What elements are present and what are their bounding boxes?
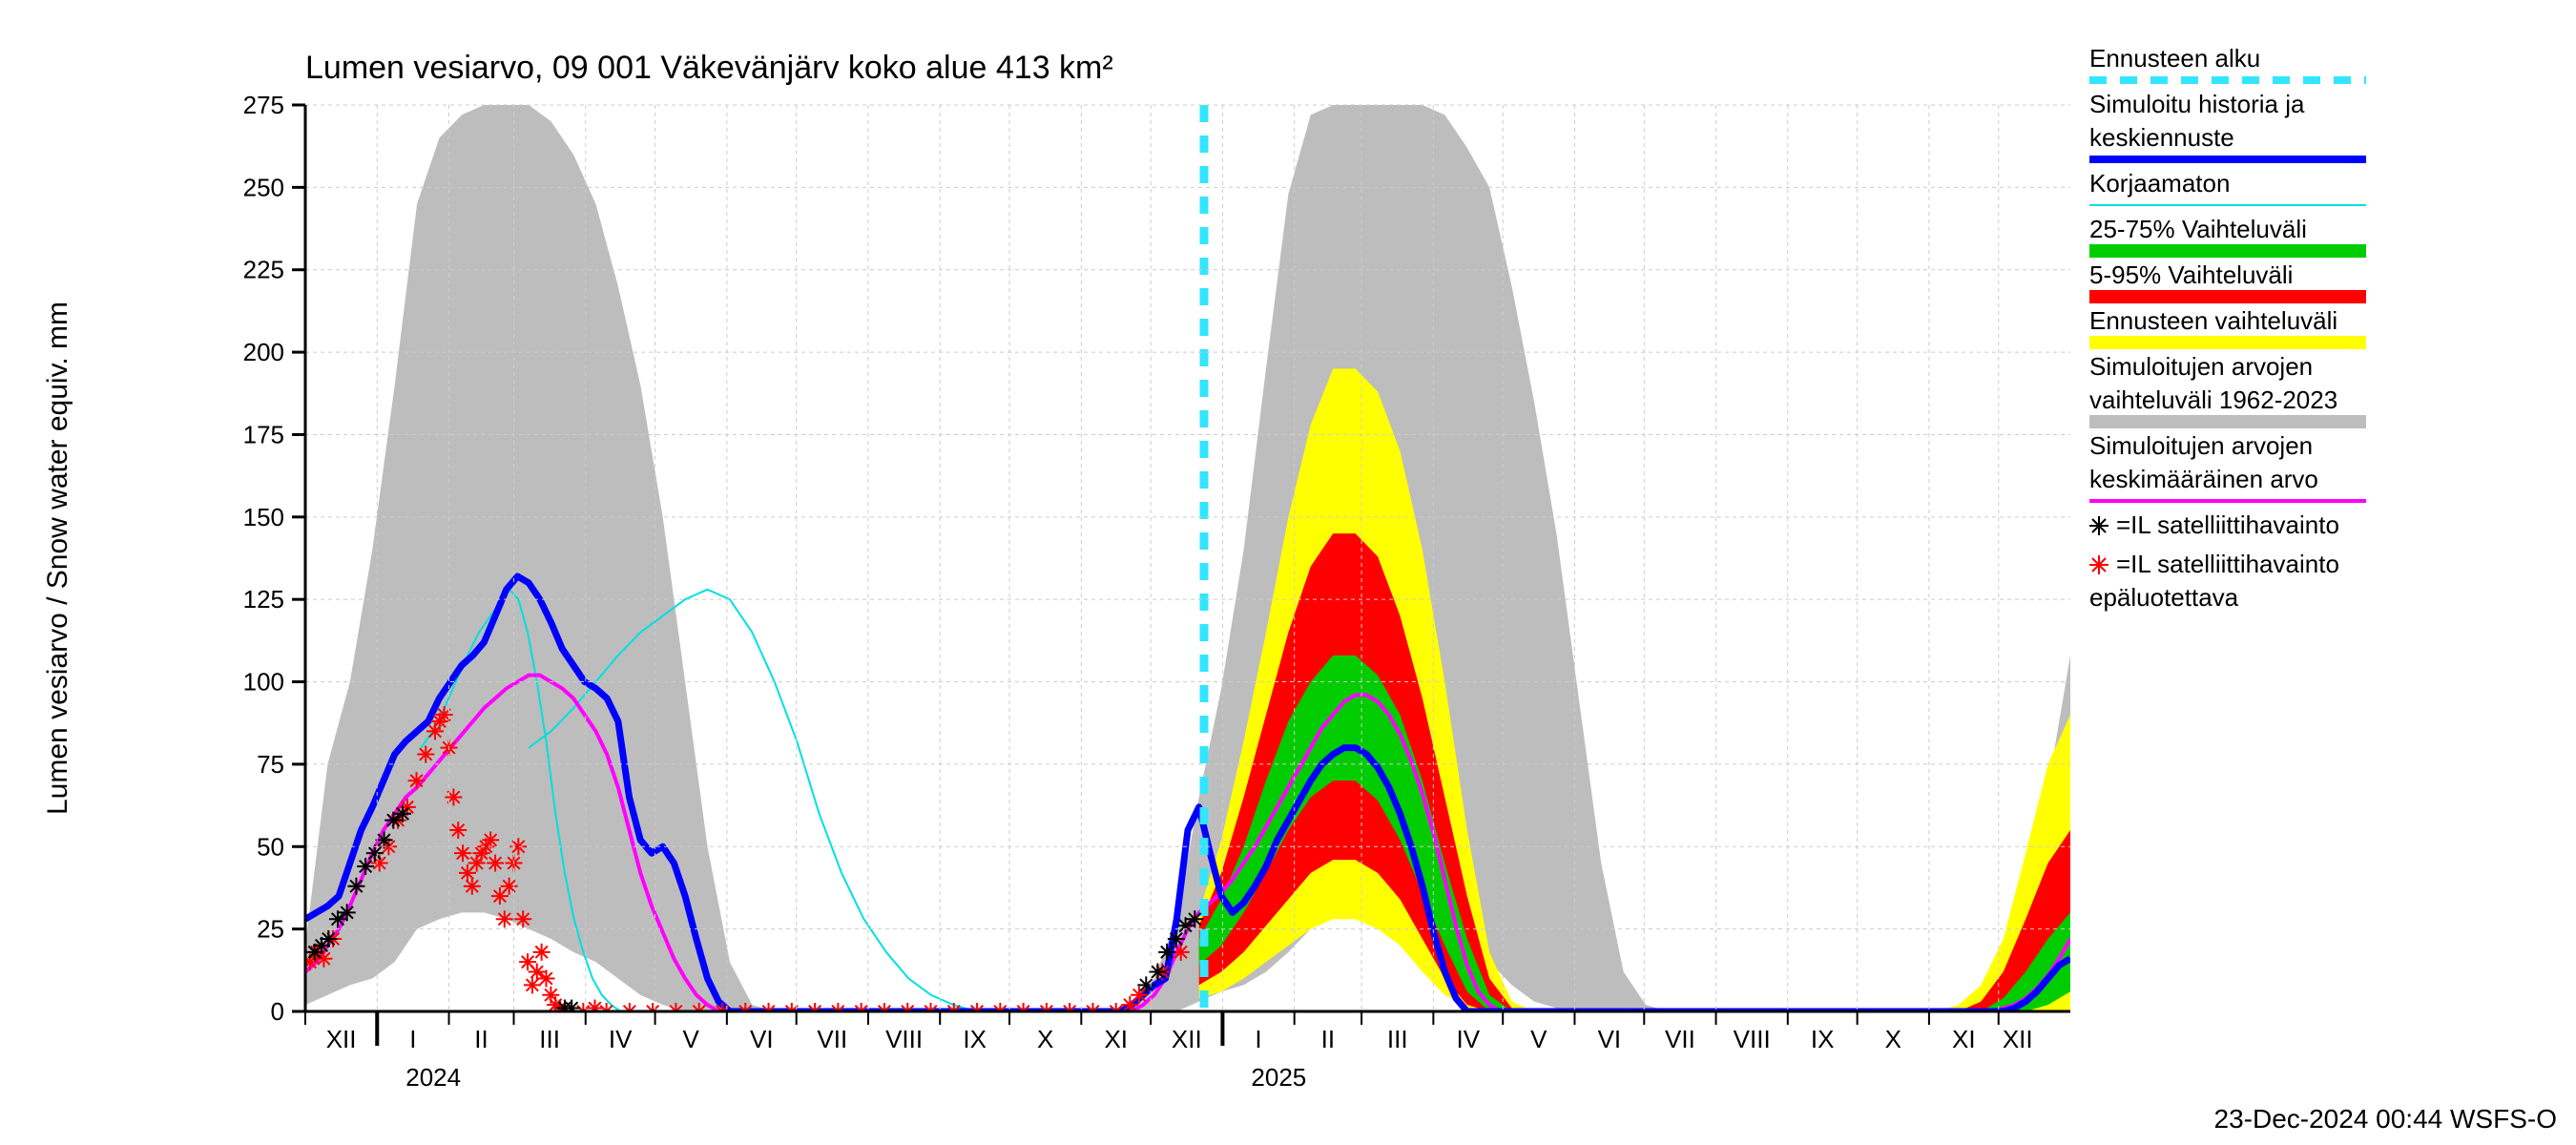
chart-title: Lumen vesiarvo, 09 001 Väkevänjärv koko … (305, 50, 1113, 86)
satellite-obs (366, 844, 384, 862)
x-month-label: I (1255, 1025, 1261, 1053)
satellite-obs-unreliable (449, 822, 467, 839)
legend-label: vaihteluväli 1962-2023 (2089, 385, 2337, 414)
satellite-obs-unreliable (501, 878, 518, 895)
x-month-label: II (474, 1025, 488, 1053)
y-tick-label: 0 (271, 997, 284, 1026)
x-month-label: X (1885, 1025, 1901, 1053)
y-tick-label: 275 (243, 91, 284, 119)
satellite-obs-unreliable (482, 831, 499, 848)
legend-label: Ennusteen alku (2089, 44, 2260, 73)
legend-star-icon (2089, 516, 2109, 535)
chart-container: 0255075100125150175200225250275XIIIIIIII… (0, 0, 2576, 1145)
x-month-label: V (683, 1025, 700, 1053)
y-tick-label: 100 (243, 668, 284, 697)
satellite-obs-unreliable (533, 944, 551, 961)
y-axis-label: Lumen vesiarvo / Snow water equiv. mm (42, 302, 73, 815)
satellite-obs-unreliable (487, 855, 504, 872)
y-tick-label: 125 (243, 585, 284, 614)
legend-label: epäluotettava (2089, 583, 2239, 612)
x-month-label: VIII (1734, 1025, 1771, 1053)
legend-label: =IL satelliittihavainto (2116, 550, 2339, 578)
x-month-label: VI (1598, 1025, 1622, 1053)
footer-timestamp: 23-Dec-2024 00:44 WSFS-O (2214, 1104, 2558, 1134)
satellite-obs-unreliable (436, 706, 453, 723)
satellite-obs (347, 878, 364, 895)
satellite-obs-unreliable (408, 772, 426, 789)
x-month-label: IX (963, 1025, 987, 1053)
x-month-label: VII (817, 1025, 847, 1053)
x-month-label: VI (750, 1025, 774, 1053)
y-tick-label: 150 (243, 503, 284, 531)
legend-label: 25-75% Vaihteluväli (2089, 215, 2307, 243)
x-month-label: IV (1456, 1025, 1480, 1053)
legend-label: keskiennuste (2089, 123, 2234, 152)
x-month-label: VIII (885, 1025, 923, 1053)
satellite-obs (339, 904, 356, 921)
legend-star-icon (2089, 555, 2109, 574)
x-month-label: I (409, 1025, 416, 1053)
x-month-label: XI (1952, 1025, 1976, 1053)
legend-label: Korjaamaton (2089, 169, 2230, 198)
legend-label: Ennusteen vaihteluväli (2089, 306, 2337, 335)
satellite-obs-unreliable (496, 910, 513, 927)
satellite-obs-unreliable (417, 746, 434, 763)
y-tick-label: 200 (243, 338, 284, 366)
satellite-obs-unreliable (445, 788, 462, 805)
x-month-label: V (1530, 1025, 1548, 1053)
chart-svg: 0255075100125150175200225250275XIIIIIIII… (0, 0, 2576, 1145)
x-month-label: III (539, 1025, 560, 1053)
x-year-label: 2024 (405, 1063, 461, 1092)
y-tick-label: 250 (243, 173, 284, 201)
legend-label: =IL satelliittihavainto (2116, 510, 2339, 539)
y-tick-label: 225 (243, 256, 284, 284)
y-tick-label: 75 (257, 750, 284, 779)
x-month-label: VII (1665, 1025, 1695, 1053)
x-month-label: II (1321, 1025, 1335, 1053)
x-month-label: III (1387, 1025, 1408, 1053)
satellite-obs-unreliable (464, 878, 481, 895)
satellite-obs (394, 805, 411, 822)
legend-label: Simuloitu historia ja (2089, 90, 2305, 118)
legend-label: Simuloitujen arvojen (2089, 431, 2313, 460)
x-month-label: IX (1811, 1025, 1835, 1053)
satellite-obs (357, 858, 374, 875)
y-tick-label: 25 (257, 915, 284, 944)
x-year-label: 2025 (1251, 1063, 1306, 1092)
x-month-label: IV (609, 1025, 633, 1053)
satellite-obs-unreliable (514, 910, 531, 927)
legend-label: 5-95% Vaihteluväli (2089, 260, 2293, 289)
satellite-obs-unreliable (454, 844, 471, 862)
x-month-label: XI (1104, 1025, 1128, 1053)
legend-label: Simuloitujen arvojen (2089, 352, 2313, 381)
x-month-label: X (1037, 1025, 1053, 1053)
satellite-obs (320, 930, 337, 947)
satellite-obs (376, 831, 393, 848)
legend-label: keskimääräinen arvo (2089, 465, 2318, 493)
x-month-label: XII (2003, 1025, 2033, 1053)
x-month-label: XII (326, 1025, 357, 1053)
y-tick-label: 175 (243, 420, 284, 448)
x-month-label: XII (1172, 1025, 1202, 1053)
y-tick-label: 50 (257, 832, 284, 861)
